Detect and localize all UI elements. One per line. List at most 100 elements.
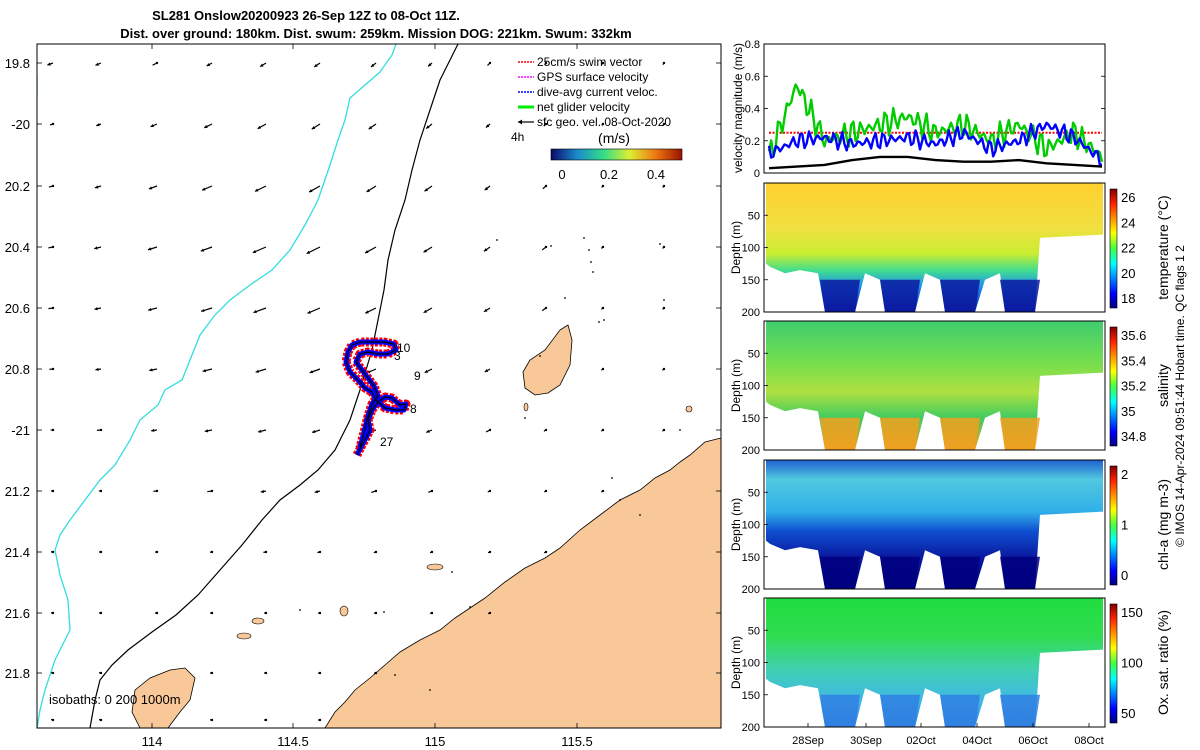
vector-dot <box>318 611 322 615</box>
vector-dot <box>662 428 666 432</box>
colorbar-tick-label: 35.4 <box>1121 353 1146 368</box>
map-dot <box>659 243 661 245</box>
vector-arrowhead <box>365 250 369 254</box>
map-dot <box>679 429 681 431</box>
velocity-y-tick-label: 0.6 <box>745 71 760 83</box>
vector-dot <box>318 671 322 675</box>
vector-dot <box>51 611 55 615</box>
land-islet-3 <box>236 632 252 640</box>
map-y-tick-label: 21.2 <box>5 484 30 499</box>
title-line2: Dist. over ground: 180km. Dist. swum: 25… <box>120 26 632 41</box>
vector-dot <box>488 428 492 432</box>
section-field <box>766 460 1103 589</box>
vector-arrowhead <box>428 63 432 67</box>
vector-dot <box>544 122 548 126</box>
vector-dot <box>374 671 378 675</box>
vector-dot <box>662 245 666 249</box>
map-dot <box>550 245 552 247</box>
vector-arrowhead <box>148 186 153 190</box>
depth-tick-label: 50 <box>748 210 760 222</box>
colorbar-tick-label: 35 <box>1121 404 1135 419</box>
vector-arrowhead <box>311 126 316 130</box>
map-dot <box>588 249 590 251</box>
colorbar-tick: 0.2 <box>600 167 618 182</box>
map-dot <box>469 606 471 608</box>
vector-dot <box>601 306 605 310</box>
glider-path <box>345 341 407 456</box>
vector-dot <box>544 245 548 249</box>
velocity-panel: 0 0.2 0.4 0.6 0.8 velocity magnitude (m/s) <box>731 39 1106 180</box>
vector-arrowhead <box>201 308 205 313</box>
vector-arrowhead <box>423 249 428 253</box>
vector-dot <box>544 428 548 432</box>
depth-tick-label: 200 <box>742 584 760 596</box>
land-island-north <box>522 324 573 396</box>
vector-dot <box>488 489 492 493</box>
vector-arrowhead <box>368 125 373 130</box>
velocity-y-tick-label: 0 <box>754 168 760 180</box>
colorbar-label: chl-a (mg m-3) <box>1155 479 1171 570</box>
land-islet-4 <box>339 605 349 617</box>
colorbar-title: (m/s) <box>598 130 630 146</box>
glider-track <box>341 337 411 458</box>
vector-dot <box>155 611 159 615</box>
vector-arrowhead <box>202 187 206 191</box>
map-dot <box>598 321 600 323</box>
time-tick-label: 06Oct <box>1018 735 1047 747</box>
land-islet-2 <box>251 617 265 625</box>
depth-tick-label: 200 <box>742 307 760 319</box>
section-trough <box>940 279 980 312</box>
section-trough <box>820 694 860 727</box>
vector-dot <box>601 245 605 249</box>
vector-dot <box>99 671 103 675</box>
vector-arrowhead <box>148 307 152 312</box>
colorbar-tick: 0 <box>558 167 565 182</box>
section-trough <box>1000 417 1040 450</box>
series-sfc-geo-vel <box>768 155 1103 170</box>
section-panel-chl-a: 50 100 150 200 Depth (m) 2 1 0 chl-a (mg m-3) <box>729 459 1171 596</box>
section-trough <box>820 417 860 450</box>
time-scale-label: 4h <box>511 130 524 144</box>
colorbar-tick-label: 35.6 <box>1121 328 1146 343</box>
vector-dot <box>662 367 666 371</box>
vector-dot <box>430 611 434 615</box>
vector-dot <box>601 122 605 126</box>
time-tick-label: 08Oct <box>1074 735 1103 747</box>
vector-arrowhead <box>306 250 311 254</box>
vector-dot <box>155 489 159 493</box>
velocity-y-tick-label: 0.2 <box>745 136 760 148</box>
vector-arrowhead <box>309 370 314 374</box>
series-dive-avg-current <box>767 121 1103 167</box>
depth-tick-label: 50 <box>748 625 760 637</box>
vector-arrowhead <box>258 429 262 433</box>
section-trough <box>880 279 920 312</box>
map-y-tick-label: -20 <box>11 117 30 132</box>
vector-arrowhead <box>483 308 488 312</box>
section-trough <box>1000 694 1040 727</box>
vector-arrowhead <box>484 186 489 191</box>
vector-dot <box>264 611 268 615</box>
map-dot <box>592 271 594 273</box>
copyright-text: © IMOS 14-Apr-2024 09:51:44 Hobart time.… <box>1173 245 1187 547</box>
vector-dot <box>51 550 55 554</box>
vector-arrowhead <box>312 429 316 434</box>
depth-tick-label: 50 <box>748 487 760 499</box>
vector-dot <box>374 611 378 615</box>
map-x-tick-label: 115 <box>425 734 446 749</box>
vector-dot <box>210 611 214 615</box>
vector-arrowhead <box>426 429 430 433</box>
map-dot <box>663 299 665 301</box>
vector-dot <box>662 122 666 126</box>
map-dot <box>451 571 453 573</box>
vector-arrowhead <box>204 429 209 433</box>
depth-tick-label: 100 <box>742 520 760 532</box>
time-tick-label: 28Sep <box>792 735 824 747</box>
vector-arrowhead <box>485 124 490 128</box>
land-islet-5 <box>685 405 693 413</box>
vector-dot <box>210 718 214 722</box>
vector-dot <box>544 61 548 65</box>
map-dot <box>603 319 605 321</box>
map-dot <box>429 689 431 691</box>
depth-tick-label: 200 <box>742 722 760 734</box>
land-mainland <box>324 437 721 728</box>
